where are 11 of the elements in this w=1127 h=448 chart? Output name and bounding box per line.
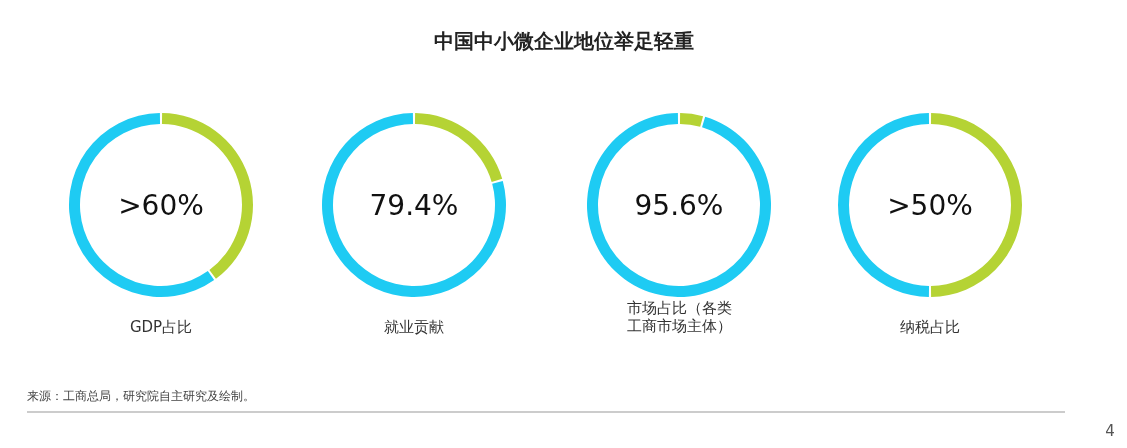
text: 95.6%: [634, 189, 724, 222]
text: 就业贡献: [384, 318, 444, 336]
text: 纳税占比: [900, 318, 960, 336]
text: >50%: [887, 189, 973, 222]
text: 中国中小微企业地位举足轻重: [433, 29, 694, 53]
text: 4: [1105, 422, 1115, 440]
source-note: 来源：工商总局，研究院自主研究及绘制。: [27, 389, 255, 403]
text: 市场占比（各类工商市场主体）: [626, 299, 732, 335]
text: 79.4%: [369, 189, 459, 222]
text: >60%: [118, 189, 204, 222]
text: GDP占比: [129, 318, 193, 336]
